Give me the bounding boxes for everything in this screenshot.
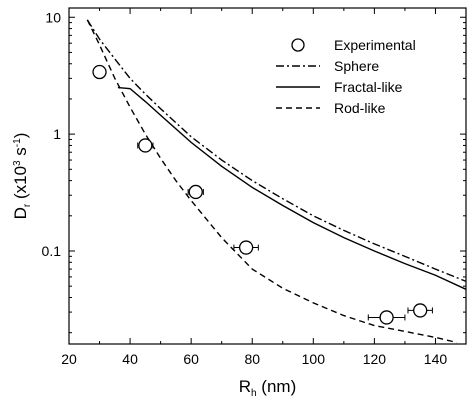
data-point: [188, 184, 203, 200]
y-axis-title-part2: (x10: [11, 166, 30, 204]
x-axis-title: Rh (nm): [239, 377, 297, 399]
legend-label-sphere: Sphere: [334, 58, 379, 74]
y-axis-title-part4: ): [11, 133, 30, 139]
x-axis-title-sub: h: [251, 388, 257, 399]
data-point: [238, 240, 254, 255]
series-line-rod-like: [86, 19, 457, 344]
y-axis-title-sup: 3: [12, 160, 23, 166]
x-tick-label: 100: [302, 351, 326, 367]
y-tick-label: 10: [45, 9, 61, 25]
data-point: [92, 64, 107, 80]
series-line-sphere: [86, 19, 466, 282]
legend-label-experimental: Experimental: [334, 37, 416, 53]
y-axis-title-part3: s: [11, 147, 30, 160]
y-axis-title-sup2: -1: [12, 138, 23, 147]
data-point: [379, 310, 394, 325]
legend-label-fractal-like: Fractal-like: [334, 79, 403, 95]
x-axis-title-main: R: [239, 377, 251, 396]
data-point: [138, 138, 153, 153]
y-tick-label: 1: [53, 126, 61, 142]
tick-layer: 20 40 60 80 100 120 140 0.1 1 10: [42, 8, 467, 367]
x-tick-label: 40: [122, 351, 138, 367]
x-tick-label: 140: [424, 351, 448, 367]
x-tick-label: 20: [61, 351, 77, 367]
y-axis-title: Dr (x103 s-1): [11, 133, 33, 220]
legend-label-rod-like: Rod-like: [334, 100, 386, 116]
legend: Experimental Sphere Fractal-like Rod-like: [276, 37, 416, 116]
plot-frame: [68, 7, 467, 345]
x-tick-label: 80: [244, 351, 260, 367]
y-axis-title-main: D: [11, 207, 30, 219]
x-tick-label: 60: [183, 351, 199, 367]
series-line-fractal-like: [117, 86, 466, 290]
data-point: [413, 303, 428, 318]
y-axis-title-sub: r: [22, 203, 33, 207]
plot-layer: [86, 19, 466, 344]
x-axis-title-tail: (nm): [257, 377, 297, 396]
y-tick-label: 0.1: [42, 243, 62, 259]
x-tick-label: 120: [363, 351, 387, 367]
legend-marker-experimental: [291, 38, 305, 52]
